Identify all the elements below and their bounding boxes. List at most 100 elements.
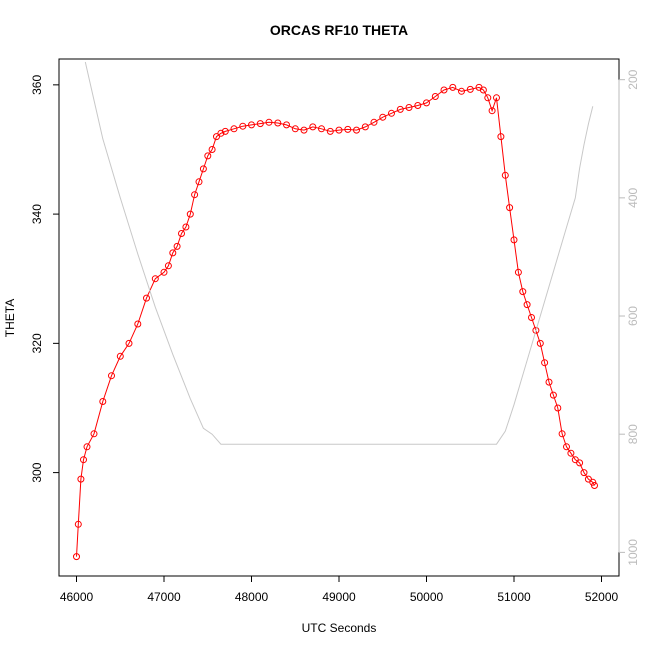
theta-point xyxy=(532,326,540,334)
theta-point xyxy=(506,204,514,212)
theta-point xyxy=(80,456,87,464)
theta-point xyxy=(379,113,387,121)
theta-point xyxy=(576,459,584,467)
theta-point xyxy=(563,443,570,451)
theta-point xyxy=(545,378,553,386)
x-tick-label: 50000 xyxy=(410,590,444,604)
theta-point xyxy=(549,391,557,399)
theta-point xyxy=(344,125,352,133)
series-layer xyxy=(73,61,598,561)
y-axis-label: THETA xyxy=(3,299,17,337)
x-tick-label: 46000 xyxy=(60,590,94,604)
theta-point xyxy=(195,178,203,186)
pressure-line xyxy=(84,61,594,445)
x-tick-label: 48000 xyxy=(235,590,269,604)
theta-point xyxy=(580,469,588,477)
x-tick-label: 52000 xyxy=(585,590,619,604)
y2-tick-label: 800 xyxy=(626,424,640,444)
theta-point xyxy=(291,125,299,133)
theta-point xyxy=(361,123,369,131)
theta-point xyxy=(256,120,264,128)
y2-tick-label: 400 xyxy=(626,188,640,208)
theta-point xyxy=(458,87,465,95)
theta-point xyxy=(239,122,247,130)
theta-point xyxy=(90,430,98,438)
x-axis: 46000 47000 48000 49000 50000 51000 52000 xyxy=(60,575,619,604)
theta-point xyxy=(431,93,439,100)
theta-point xyxy=(466,85,474,93)
theta-point xyxy=(143,294,150,302)
theta-point xyxy=(309,123,317,131)
theta-point xyxy=(173,242,181,250)
theta-point xyxy=(217,129,225,137)
theta-point xyxy=(74,520,82,528)
theta-point xyxy=(488,107,496,115)
theta-point xyxy=(536,339,544,347)
theta-point xyxy=(300,126,308,134)
theta-point xyxy=(479,86,487,94)
theta-point xyxy=(523,301,531,309)
theta-point xyxy=(493,94,500,102)
x-tick-label: 49000 xyxy=(322,590,356,604)
theta-point xyxy=(396,105,404,113)
y-tick-label: 320 xyxy=(30,333,44,353)
theta-point xyxy=(335,126,343,134)
theta-point xyxy=(449,83,457,91)
theta-point xyxy=(77,475,85,483)
theta-point xyxy=(370,118,378,126)
y2-tick-label: 600 xyxy=(626,306,640,326)
theta-point xyxy=(199,165,207,173)
theta-point xyxy=(519,288,527,296)
theta-point xyxy=(567,449,575,457)
y2-tick-label: 1000 xyxy=(626,539,640,566)
theta-point xyxy=(160,268,168,276)
theta-point xyxy=(510,236,518,244)
theta-point xyxy=(230,125,238,133)
x-tick-label: 47000 xyxy=(147,590,181,604)
theta-line xyxy=(76,86,595,557)
theta-point xyxy=(326,127,334,135)
theta-point xyxy=(108,372,115,380)
y-tick-label: 300 xyxy=(30,462,44,482)
x-axis-label: UTC Seconds xyxy=(302,621,377,635)
theta-point xyxy=(164,262,172,270)
theta-point xyxy=(414,102,422,109)
theta-point xyxy=(558,430,566,438)
theta-point xyxy=(353,126,360,134)
theta-point xyxy=(99,398,107,405)
theta-point xyxy=(178,230,185,237)
theta-point xyxy=(318,125,325,133)
y-axis: 300 320 340 360 xyxy=(30,75,60,483)
theta-point xyxy=(151,275,159,283)
theta-point xyxy=(283,121,290,129)
theta-point xyxy=(182,223,190,231)
theta-point xyxy=(208,146,216,153)
chart-title: ORCAS RF10 THETA xyxy=(270,22,408,38)
theta-point xyxy=(554,404,562,412)
theta-point xyxy=(116,352,124,360)
x-tick-label: 51000 xyxy=(497,590,531,604)
theta-point xyxy=(484,94,492,102)
theta-point xyxy=(528,314,535,321)
theta-point xyxy=(497,133,505,141)
right-y-axis: 200 400 600 800 1000 xyxy=(618,69,640,566)
theta-point xyxy=(125,339,133,347)
theta-point xyxy=(83,443,91,451)
theta-point xyxy=(591,482,598,489)
theta-point xyxy=(186,210,194,218)
y-tick-label: 340 xyxy=(30,204,44,224)
theta-point xyxy=(501,171,509,179)
theta-point xyxy=(405,104,413,111)
y-tick-label: 360 xyxy=(30,75,44,95)
theta-point xyxy=(204,152,212,160)
theta-point xyxy=(440,86,448,94)
y2-tick-label: 200 xyxy=(626,69,640,89)
theta-point xyxy=(248,121,255,129)
theta-point xyxy=(514,268,522,276)
theta-point xyxy=(541,359,549,367)
theta-point xyxy=(191,191,199,199)
theta-point xyxy=(423,99,430,107)
theta-point xyxy=(213,133,220,141)
theta-point xyxy=(73,553,80,561)
